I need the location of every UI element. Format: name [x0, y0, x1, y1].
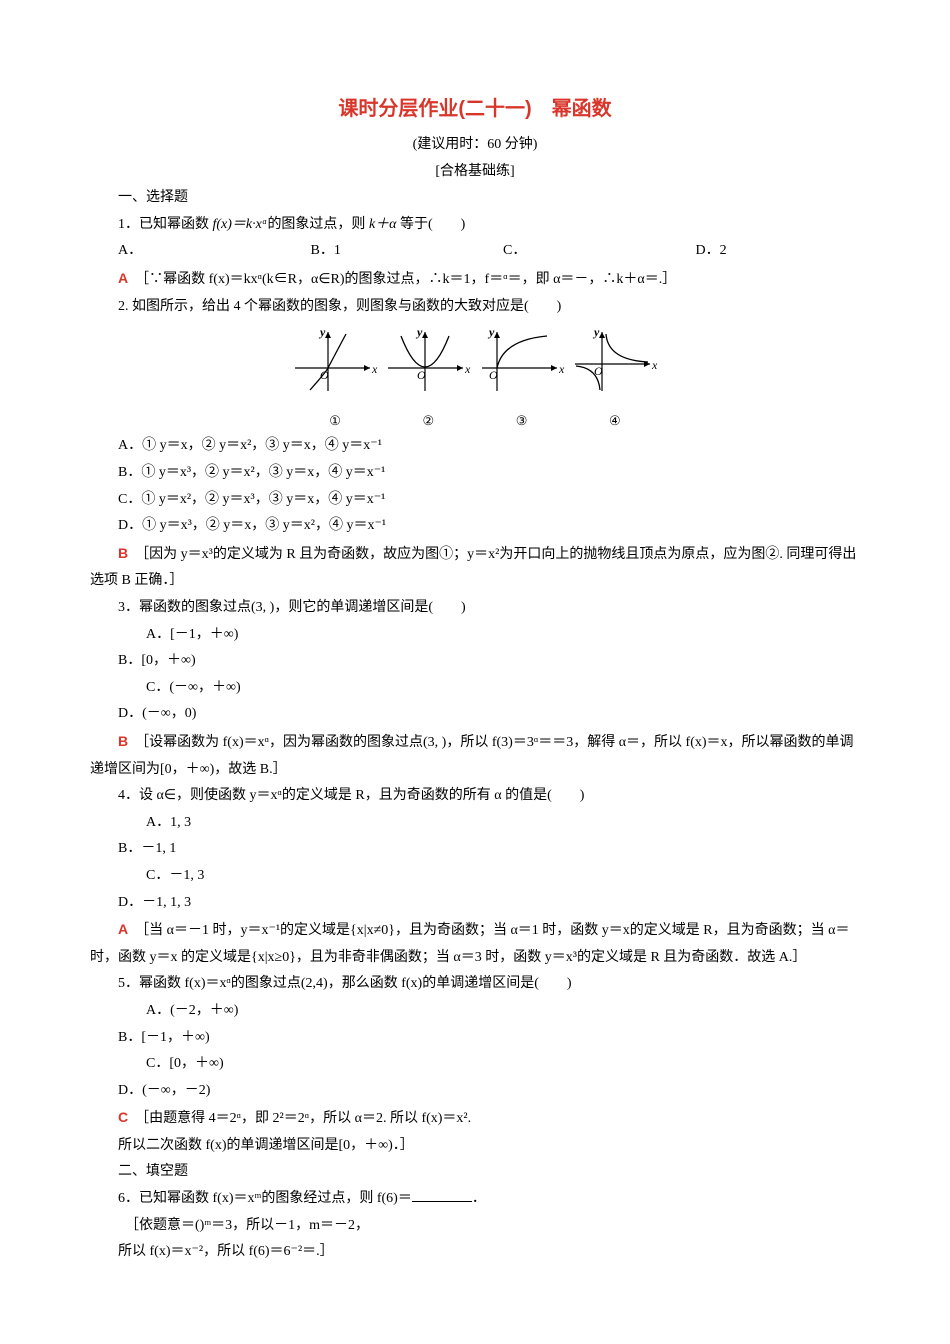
page-title: 课时分层作业(二十一) 幂函数 — [90, 90, 860, 128]
svg-text:O: O — [320, 368, 329, 382]
q1-text-c: 等于( ) — [397, 217, 466, 232]
q4-opt-a: A．1, 3 — [118, 810, 488, 837]
q1-fx: f(x)＝k·xᵅ — [213, 217, 268, 232]
q6-explanation-2: 所以 f(x)＝x⁻²，所以 f(6)＝6⁻²＝.］ — [90, 1239, 860, 1266]
q1-opt-b: B．1 — [283, 238, 476, 265]
q3-opts-row2: C．(－∞，＋∞) D．(－∞，0) — [90, 675, 860, 728]
q5-opt-c: C．[0，＋∞) — [118, 1051, 488, 1078]
q2-explanation: ［因为 y＝x³的定义域为 R 且为奇函数，故应为图①；y＝x²为开口向上的抛物… — [90, 547, 856, 589]
q5-opts-row2: C．[0，＋∞) D．(－∞，－2) — [90, 1051, 860, 1104]
q2-graph-2: x y O — [383, 326, 473, 396]
svg-text:y: y — [318, 326, 326, 339]
q2-label-4: ④ — [570, 409, 660, 434]
q2-answer: B — [118, 545, 128, 561]
q6-explanation-1: ［依题意＝()ᵐ＝3，所以－1，m＝－2， — [90, 1213, 860, 1240]
q3-opt-a: A．[－1，＋∞) — [118, 622, 488, 649]
q2-opt-d: D．① y＝x³，② y＝x，③ y＝x²，④ y＝x⁻¹ — [90, 513, 860, 540]
q6-text-a: 6．已知幂函数 f(x)＝xᵐ的图象经过点，则 f(6)＝ — [118, 1191, 412, 1206]
q4-stem: 4．设 α∈，则使函数 y＝xᵅ的定义域是 R，且为奇函数的所有 α 的值是( … — [90, 783, 860, 810]
q5-explanation-2: 所以二次函数 f(x)的单调递增区间是[0，＋∞)．］ — [90, 1133, 860, 1160]
svg-text:y: y — [415, 326, 423, 339]
q4-explanation: ［当 α＝－1 时，y＝x⁻¹的定义域是{x|x≠0}，且为奇函数；当 α＝1 … — [90, 923, 849, 965]
q4-opt-b: B．－1, 1 — [90, 836, 460, 863]
svg-text:x: x — [651, 358, 658, 372]
q1-stem: 1．已知幂函数 f(x)＝k·xᵅ的图象过点，则 k＋α 等于( ) — [90, 212, 860, 239]
q5-answer: C — [118, 1109, 128, 1125]
q1-opt-d: D．2 — [668, 238, 861, 265]
q1-text-a: 1．已知幂函数 — [118, 217, 213, 232]
q5-opt-d: D．(－∞，－2) — [90, 1078, 460, 1105]
q1-opt-a: A． — [90, 238, 283, 265]
svg-text:O: O — [417, 368, 426, 382]
q2-opt-c: C．① y＝x²，② y＝x³，③ y＝x，④ y＝x⁻¹ — [90, 487, 860, 514]
q3-explanation: ［设幂函数为 f(x)＝xᵅ，因为幂函数的图象过点(3, )，所以 f(3)＝3… — [90, 735, 854, 777]
q2-graph-1: x y O — [290, 326, 380, 396]
section-1-heading: 一、选择题 — [90, 185, 860, 212]
time-suggestion: (建议用时：60 分钟) — [90, 132, 860, 159]
q4-opt-d: D．－1, 1, 3 — [90, 890, 460, 917]
svg-text:y: y — [592, 326, 600, 339]
q2-opt-b: B．① y＝x³，② y＝x²，③ y＝x，④ y＝x⁻¹ — [90, 460, 860, 487]
q3-answer-block: B［设幂函数为 f(x)＝xᵅ，因为幂函数的图象过点(3, )，所以 f(3)＝… — [90, 728, 860, 783]
q2-figures: x y O x y O x y O x y O — [90, 326, 860, 407]
q2-graph-4: x y O — [570, 326, 660, 396]
svg-text:O: O — [489, 368, 498, 382]
q4-opt-c: C．－1, 3 — [118, 863, 488, 890]
q6-stem: 6．已知幂函数 f(x)＝xᵐ的图象经过点，则 f(6)＝ ． — [90, 1186, 860, 1213]
q4-answer-block: A［当 α＝－1 时，y＝x⁻¹的定义域是{x|x≠0}，且为奇函数；当 α＝1… — [90, 916, 860, 971]
q5-opts-row1: A．(－2，＋∞) B．[－1，＋∞) — [90, 998, 860, 1051]
q3-stem: 3．幂函数的图象过点(3, )，则它的单调递增区间是( ) — [90, 595, 860, 622]
q4-opts-row2: C．－1, 3 D．－1, 1, 3 — [90, 863, 860, 916]
svg-text:x: x — [371, 362, 378, 376]
q1-answer: A — [118, 270, 128, 286]
svg-text:x: x — [464, 362, 471, 376]
q5-answer-block: C ［由题意得 4＝2ᵅ，即 2²＝2ᵅ，所以 α＝2. 所以 f(x)＝x². — [90, 1104, 860, 1133]
q2-opt-a: A．① y＝x，② y＝x²，③ y＝x，④ y＝x⁻¹ — [90, 433, 860, 460]
q2-label-1: ① — [290, 409, 380, 434]
q3-opt-d: D．(－∞，0) — [90, 701, 460, 728]
section-2-heading: 二、填空题 — [90, 1159, 860, 1186]
q1-ka: k＋α — [369, 217, 397, 232]
q1-answer-block: A ［∵幂函数 f(x)＝kxᵅ(k∈R，α∈R)的图象过点，∴k＝1，f＝ᵅ＝，… — [90, 265, 860, 294]
q1-text-b: 的图象过点，则 — [267, 217, 369, 232]
q3-opts-row1: A．[－1，＋∞) B．[0，＋∞) — [90, 622, 860, 675]
q3-opt-c: C．(－∞，＋∞) — [118, 675, 488, 702]
q1-options: A． B．1 C． D．2 — [90, 238, 860, 265]
q3-answer: B — [118, 733, 128, 749]
section-bracket: [合格基础练] — [90, 159, 860, 186]
q3-opt-b: B．[0，＋∞) — [90, 648, 460, 675]
q5-stem: 5．幂函数 f(x)＝xᵅ的图象过点(2,4)，那么函数 f(x)的单调递增区间… — [90, 971, 860, 998]
q1-opt-c: C． — [475, 238, 668, 265]
q2-graph-3: x y O — [477, 326, 567, 396]
q2-answer-block: B［因为 y＝x³的定义域为 R 且为奇函数，故应为图①；y＝x²为开口向上的抛… — [90, 540, 860, 595]
q4-answer: A — [118, 921, 128, 937]
q2-label-2: ② — [383, 409, 473, 434]
q4-opts-row1: A．1, 3 B．－1, 1 — [90, 810, 860, 863]
svg-text:x: x — [558, 362, 565, 376]
q2-label-3: ③ — [477, 409, 567, 434]
q6-text-b: ． — [472, 1191, 486, 1206]
q2-figure-labels: ① ② ③ ④ — [90, 409, 860, 434]
svg-text:y: y — [487, 326, 495, 339]
q6-blank — [412, 1187, 472, 1202]
q1-explanation: ［∵幂函数 f(x)＝kxᵅ(k∈R，α∈R)的图象过点，∴k＝1，f＝ᵅ＝，即… — [135, 272, 676, 287]
q2-stem: 2. 如图所示，给出 4 个幂函数的图象，则图象与函数的大致对应是( ) — [90, 294, 860, 321]
q5-opt-b: B．[－1，＋∞) — [90, 1025, 460, 1052]
q5-explanation-1: ［由题意得 4＝2ᵅ，即 2²＝2ᵅ，所以 α＝2. 所以 f(x)＝x². — [135, 1111, 471, 1126]
q5-opt-a: A．(－2，＋∞) — [118, 998, 488, 1025]
